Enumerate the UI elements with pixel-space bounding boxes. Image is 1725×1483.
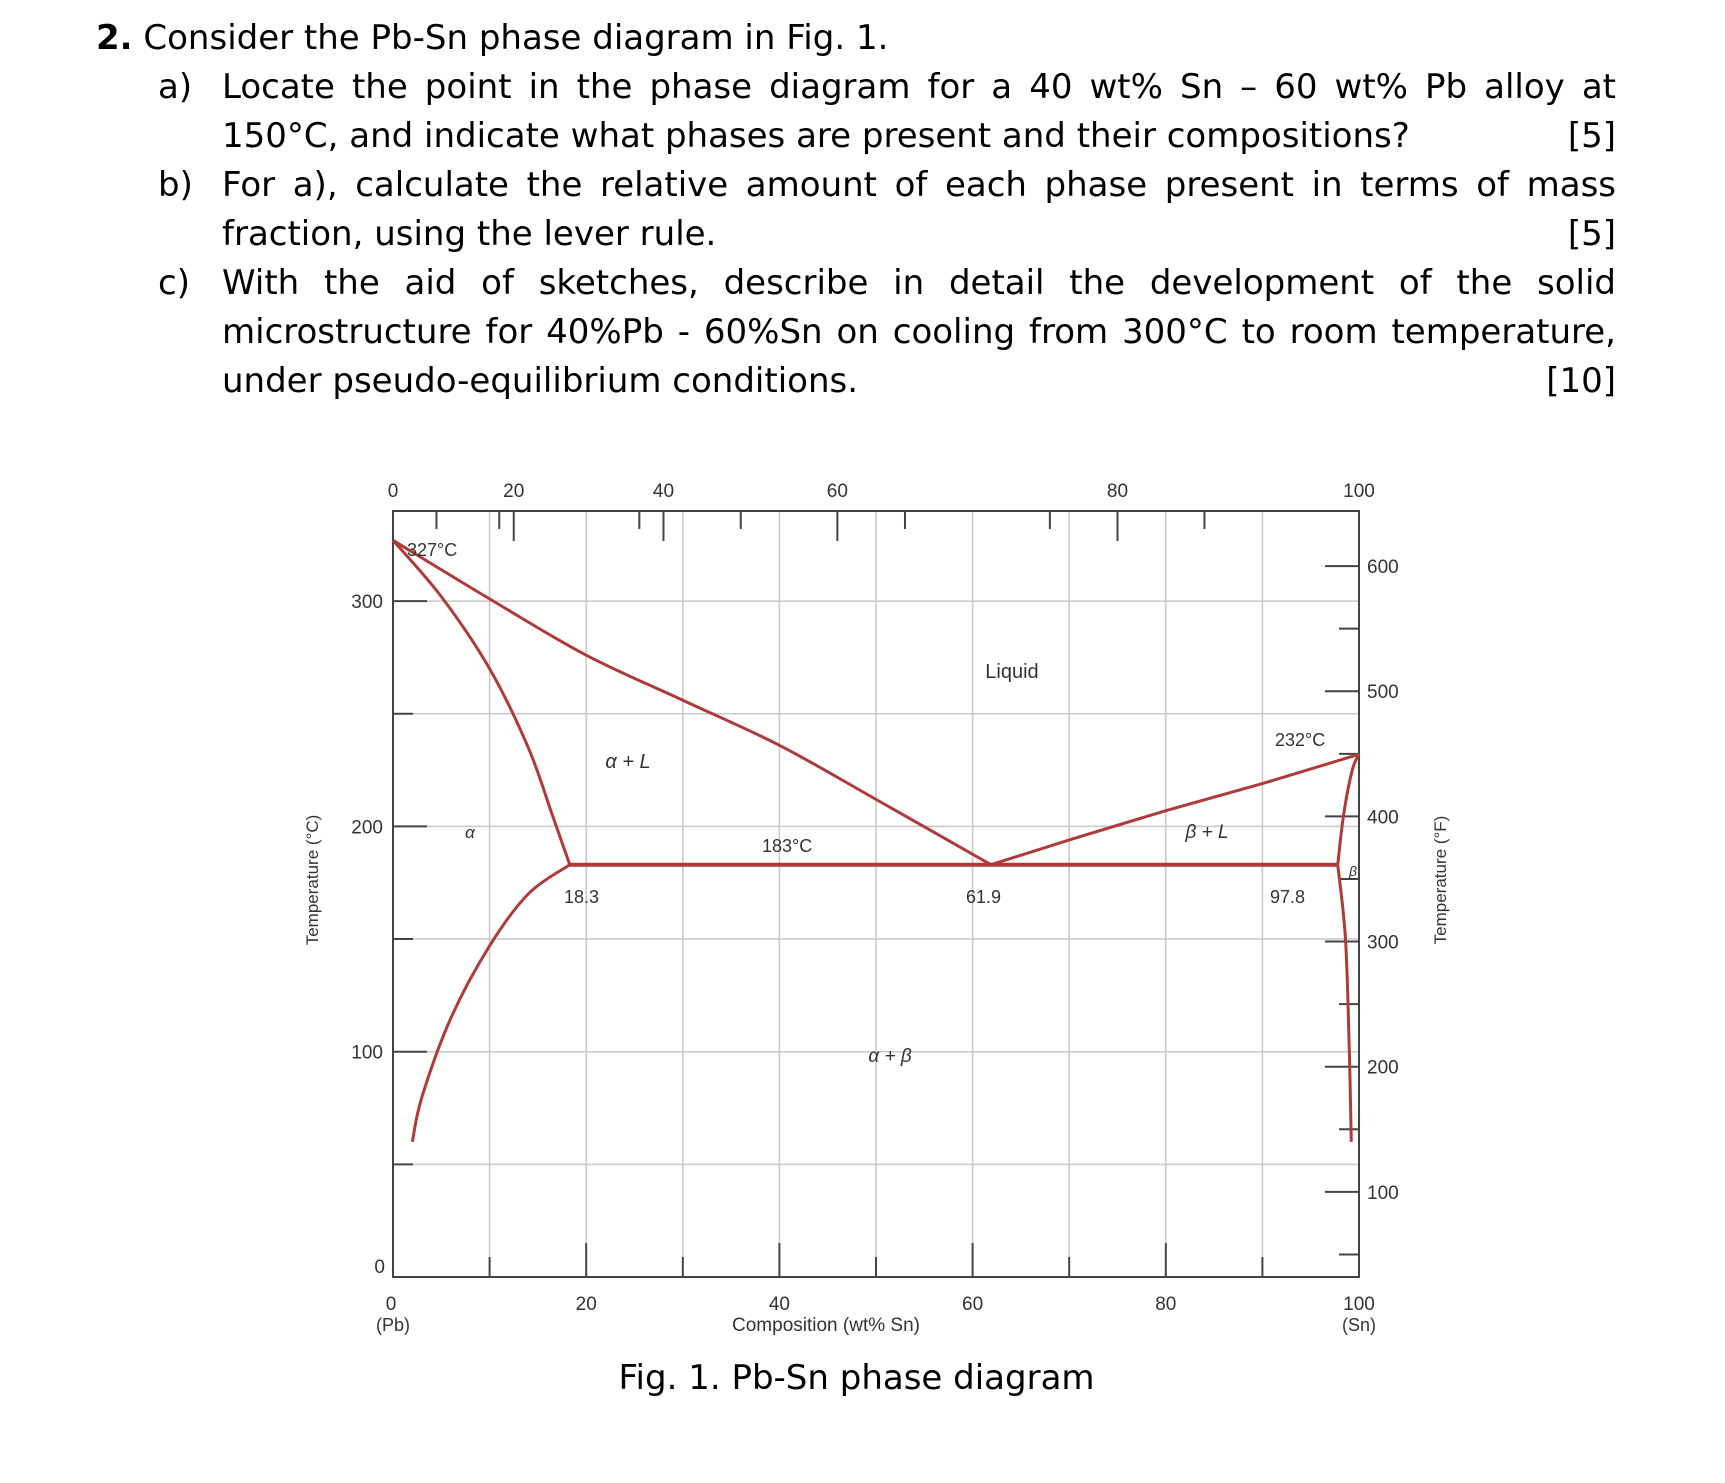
- x-tick-label: 60: [962, 1294, 983, 1315]
- x-tick-label: 0: [386, 1294, 397, 1315]
- question-part-a: a) Locate the point in the phase diagram…: [96, 63, 1616, 161]
- x-tick-label: 100: [1343, 481, 1375, 502]
- question-heading: 2. Consider the Pb-Sn phase diagram in F…: [96, 14, 1616, 63]
- part-label: c): [158, 263, 190, 303]
- boundary-solvus-alpha: [410, 863, 571, 1143]
- phase-label-beta-liquid: β + L: [1184, 822, 1228, 843]
- annotation-alpha-max: 18.3: [564, 887, 599, 907]
- y-tick-labels-right: 100 200 300 400 500 600: [1367, 557, 1399, 1204]
- y-right-tick-label: 600: [1367, 557, 1399, 578]
- part-text: With the aid of sketches, describe in de…: [222, 263, 1616, 401]
- question-intro: Consider the Pb-Sn phase diagram in Fig.…: [143, 18, 889, 58]
- phase-label-alpha: α: [465, 823, 476, 842]
- y-right-tick-label: 300: [1367, 933, 1399, 954]
- boundary-solvus-beta: [1336, 864, 1353, 1142]
- caption-text: Fig. 1. Pb-Sn phase diagram: [618, 1358, 1095, 1398]
- annotation-pb-melting: 327°C: [407, 540, 457, 560]
- phase-boundaries: [391, 539, 1361, 1143]
- boundary-liquidus-right: [990, 752, 1360, 867]
- question-part-b: b) For a), calculate the relative amount…: [96, 161, 1616, 259]
- question-block: 2. Consider the Pb-Sn phase diagram in F…: [96, 14, 1616, 406]
- part-label: a): [158, 67, 193, 107]
- y-tick-label: 300: [351, 592, 383, 613]
- question-number: 2.: [96, 18, 133, 58]
- phase-label-alpha-beta: α + β: [868, 1046, 911, 1067]
- phase-label-alpha-liquid: α + L: [605, 751, 650, 773]
- x-tick-label: 100: [1343, 1294, 1375, 1315]
- x-axis-title: Composition (wt% Sn): [732, 1315, 920, 1336]
- annotation-sn-melting: 232°C: [1275, 730, 1325, 750]
- part-marks: [5]: [1567, 116, 1616, 156]
- y-tick-label: 100: [351, 1043, 383, 1064]
- y-tick-label: 200: [351, 817, 383, 838]
- x-tick-label: 0: [388, 481, 399, 502]
- figure-caption: Fig. 1. Pb-Sn phase diagram: [0, 1358, 1725, 1398]
- question-part-c: c) With the aid of sketches, describe in…: [96, 259, 1616, 406]
- y-right-tick-label: 100: [1367, 1183, 1399, 1204]
- part-text: Locate the point in the phase diagram fo…: [222, 67, 1616, 156]
- x-tick-label: 40: [769, 1294, 790, 1315]
- x-tick-label: 40: [653, 481, 674, 502]
- sn-end-label: (Sn): [1342, 1315, 1376, 1335]
- y-right-tick-label: 400: [1367, 807, 1399, 828]
- y-tick-label: 0: [374, 1257, 385, 1278]
- phase-label-beta: β: [1348, 863, 1357, 879]
- part-label: b): [158, 165, 193, 205]
- x-tick-label: 80: [1107, 481, 1128, 502]
- x-tick-label: 60: [827, 481, 848, 502]
- y-right-tick-label: 500: [1367, 682, 1399, 703]
- part-text: For a), calculate the relative amount of…: [222, 165, 1616, 254]
- x-tick-label: 20: [576, 1294, 597, 1315]
- y-right-tick-label: 200: [1367, 1058, 1399, 1079]
- boundary-solidus-beta: [1336, 753, 1361, 865]
- part-marks: [5]: [1567, 214, 1616, 254]
- boundary-liquidus-left: [392, 539, 992, 867]
- annotation-eutectic-temp: 183°C: [762, 836, 812, 856]
- part-marks: [10]: [1546, 361, 1616, 401]
- phase-label-liquid: Liquid: [985, 661, 1038, 683]
- grid: [393, 511, 1359, 1277]
- x-tick-label: 20: [503, 481, 524, 502]
- y-tick-labels-left: 0 100 200 300: [351, 592, 385, 1278]
- x-tick-labels-top: 0 20 40 60 80 100: [388, 481, 1375, 502]
- x-tick-label: 80: [1155, 1294, 1176, 1315]
- x-tick-labels-bottom: 0 20 40 60 80 100: [386, 1294, 1375, 1315]
- y-axis-title-left: Temperature (°C): [303, 815, 322, 946]
- pb-end-label: (Pb): [376, 1315, 410, 1335]
- y-axis-title-right: Temperature (°F): [1431, 816, 1450, 945]
- boundary-solidus-alpha: [391, 539, 572, 866]
- annotation-beta-min: 97.8: [1270, 887, 1305, 907]
- annotation-eutectic-comp: 61.9: [966, 887, 1001, 907]
